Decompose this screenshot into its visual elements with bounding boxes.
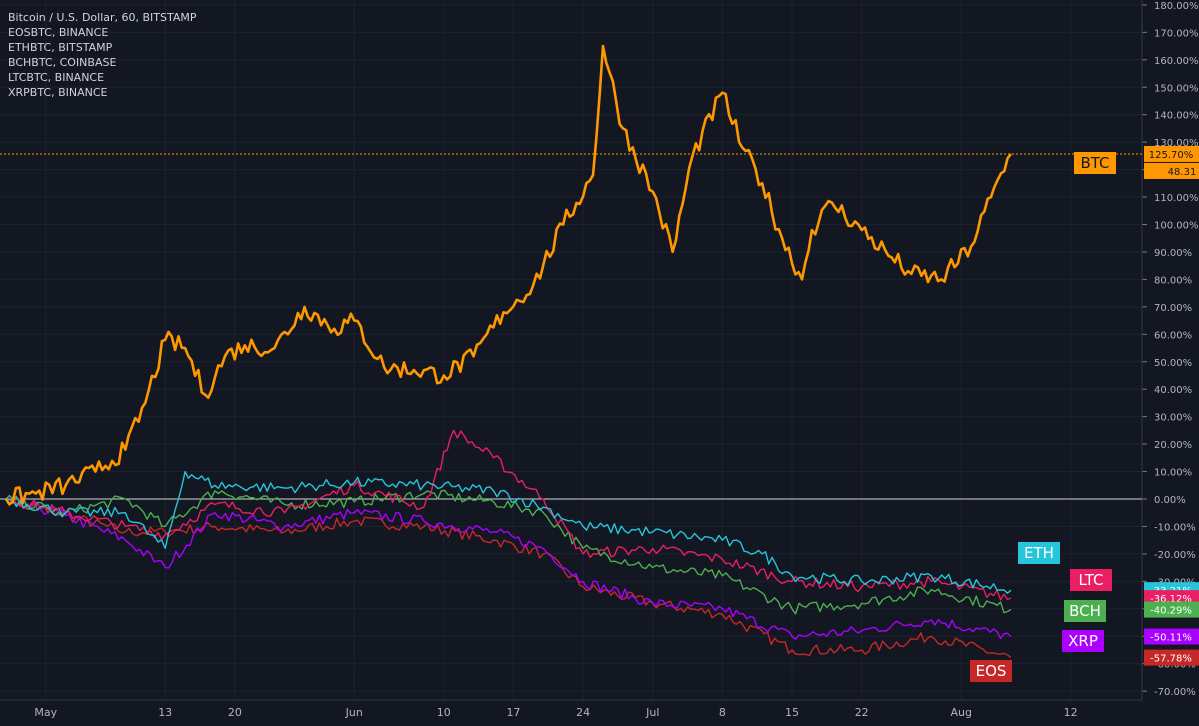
y-tick-label: -10.00% [1154,522,1196,533]
x-tick-label: Aug [950,706,971,719]
last-value-btc: 125.70% 48.31 [1144,145,1199,179]
y-tick-label: 70.00% [1154,303,1192,314]
legend-bch[interactable]: BCHBTC, COINBASE [8,56,117,69]
last-value-eos: -57.78% [1144,649,1199,666]
svg-text:LTC: LTC [1078,571,1103,589]
svg-text:BCH: BCH [1069,602,1101,620]
x-tick-label: 12 [1064,706,1078,719]
y-tick-label: 180.00% [1154,1,1199,12]
x-tick-label: 20 [228,706,242,719]
series-tag-eos: EOS [970,660,1012,682]
x-tick-label: 13 [158,706,172,719]
svg-text:-57.78%: -57.78% [1150,654,1192,665]
legend-btc[interactable]: Bitcoin / U.S. Dollar, 60, BITSTAMP [8,11,197,24]
svg-text:48.31: 48.31 [1168,167,1197,178]
series-tag-ltc: LTC [1070,569,1112,591]
series-tag-xrp: XRP [1062,630,1104,652]
svg-text:125.70%: 125.70% [1149,150,1194,161]
series-line-bch[interactable] [5,489,1012,615]
series-line-eos[interactable] [5,495,1012,659]
x-tick-label: 8 [719,706,726,719]
legend-ltc[interactable]: LTCBTC, BINANCE [8,71,105,84]
series-line-eth[interactable] [5,470,1012,594]
x-tick-label: 17 [506,706,520,719]
y-tick-label: 130.00% [1154,138,1199,149]
x-tick-label: 15 [785,706,799,719]
y-tick-label: 90.00% [1154,248,1192,259]
svg-text:-36.12%: -36.12% [1150,594,1192,605]
series-tag-bch: BCH [1064,600,1106,622]
y-tick-label: 50.00% [1154,358,1192,369]
x-tick-label: May [34,706,57,719]
x-tick-label: 10 [437,706,451,719]
svg-text:-40.29%: -40.29% [1150,606,1192,617]
svg-text:BTC: BTC [1080,154,1109,172]
legend-xrp[interactable]: XRPBTC, BINANCE [8,86,108,99]
x-tick-label: Jul [645,706,659,719]
legend-eth[interactable]: ETHBTC, BITSTAMP [8,41,113,54]
series-tag-eth: ETH [1018,542,1060,564]
y-tick-label: 0.00% [1154,495,1186,506]
last-value-xrp: -50.11% [1144,628,1199,645]
legend-eos[interactable]: EOSBTC, BINANCE [8,26,109,39]
y-tick-label: 140.00% [1154,111,1199,122]
last-value-bch: -40.29% [1144,601,1199,618]
y-tick-label: 110.00% [1154,193,1199,204]
x-tick-label: Jun [345,706,363,719]
svg-text:ETH: ETH [1024,544,1054,562]
y-tick-label: 30.00% [1154,413,1192,424]
y-tick-label: 160.00% [1154,56,1199,67]
y-tick-label: 100.00% [1154,221,1199,232]
series-tag-btc: BTC [1074,152,1116,174]
y-tick-label: 40.00% [1154,385,1192,396]
y-tick-label: 170.00% [1154,28,1199,39]
y-tick-label: 10.00% [1154,468,1192,479]
y-tick-label: -20.00% [1154,550,1196,561]
x-tick-label: 22 [855,706,869,719]
series-line-btc[interactable] [4,44,1012,506]
svg-text:XRP: XRP [1068,632,1098,650]
svg-text:EOS: EOS [976,662,1007,680]
x-tick-label: 24 [576,706,590,719]
series-line-xrp[interactable] [5,497,1012,640]
y-tick-label: 20.00% [1154,440,1192,451]
svg-text:-50.11%: -50.11% [1150,633,1192,644]
y-tick-label: 150.00% [1154,83,1199,94]
y-tick-label: 60.00% [1154,330,1192,341]
legend: Bitcoin / U.S. Dollar, 60, BITSTAMP EOSB… [8,10,197,100]
y-tick-label: -70.00% [1154,687,1196,698]
y-tick-label: 80.00% [1154,275,1192,286]
